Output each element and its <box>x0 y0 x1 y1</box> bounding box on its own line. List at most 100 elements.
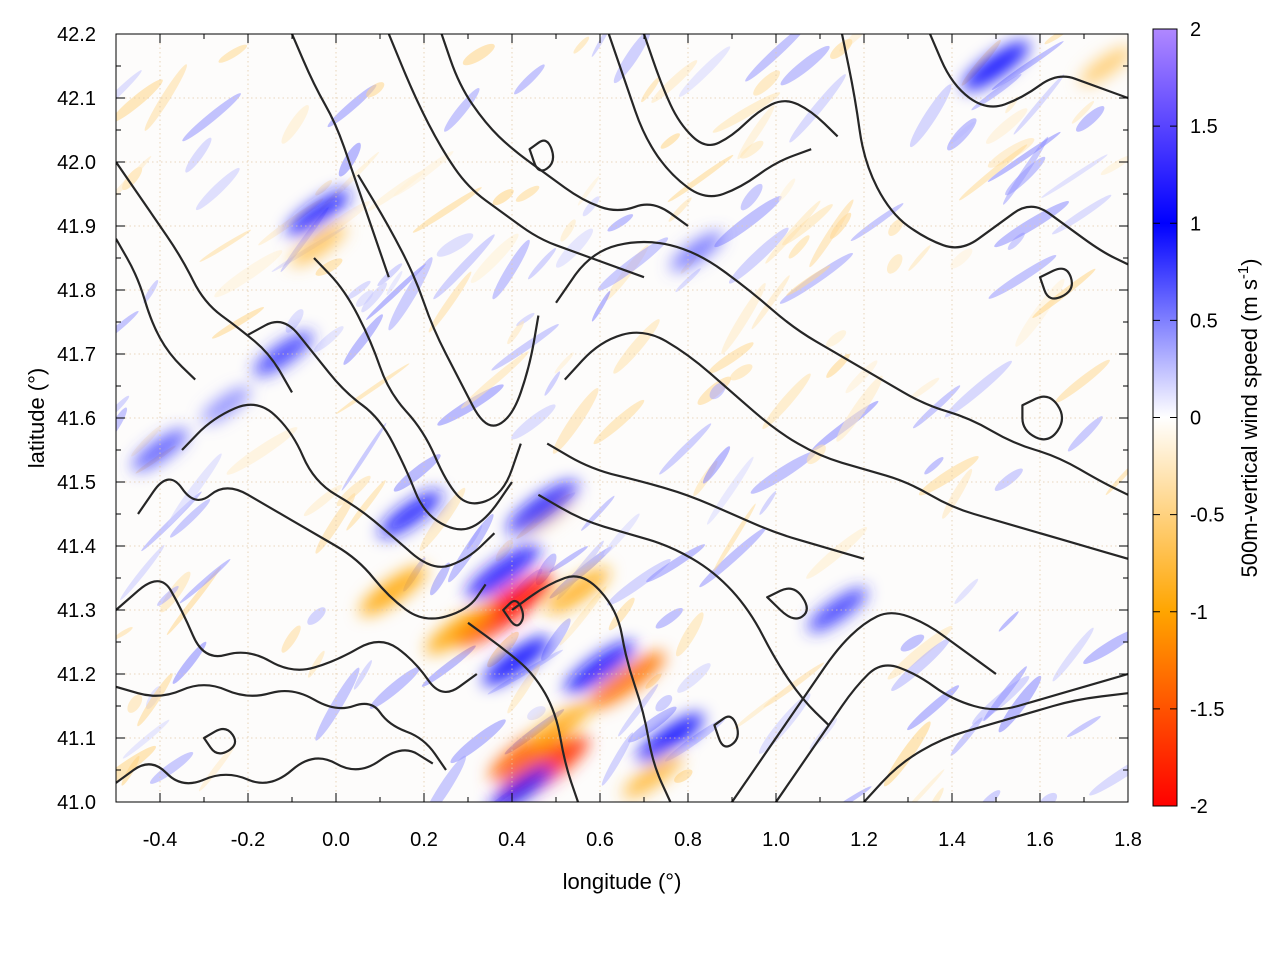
x-tick-label: 1.2 <box>850 829 878 851</box>
wind-streak <box>740 140 764 159</box>
wind-streak <box>830 38 853 60</box>
contour-loop <box>713 715 739 748</box>
contour-line <box>731 612 997 802</box>
wind-streak <box>211 306 265 339</box>
wind-streak <box>428 271 472 333</box>
wind-streak <box>433 234 495 300</box>
wind-streak <box>582 196 600 217</box>
x-tick-label: 1.4 <box>938 829 966 851</box>
contour-line <box>137 478 487 620</box>
x-tick-label: 0.8 <box>674 829 702 851</box>
wind-streak <box>412 187 482 233</box>
y-tick-label: 41.6 <box>57 408 96 430</box>
wind-streak <box>388 257 433 331</box>
wind-streak <box>366 263 426 320</box>
wind-streak <box>1067 416 1103 452</box>
contour-line <box>607 34 812 198</box>
wind-streak <box>780 45 830 86</box>
x-tick-label: 0.2 <box>410 829 438 851</box>
wind-streak <box>281 105 309 144</box>
wind-field-features <box>132 41 1128 802</box>
wind-streak <box>507 321 525 345</box>
wind-streak <box>702 446 731 484</box>
wind-streak <box>971 74 1022 111</box>
wind-streak <box>918 455 979 496</box>
wind-streak <box>678 46 731 97</box>
wind-streak <box>419 487 466 551</box>
wind-streak <box>343 314 383 365</box>
colorbar-tick-label: -1.5 <box>1190 699 1224 721</box>
wind-streak <box>466 524 483 550</box>
wind-feature <box>489 765 553 802</box>
contour-line <box>563 331 1128 560</box>
wind-feature <box>379 490 443 538</box>
wind-streak <box>728 227 789 284</box>
wind-streak <box>573 36 590 54</box>
wind-streak <box>924 457 944 475</box>
wind-streak <box>1013 74 1065 135</box>
y-tick-label: 42.2 <box>57 24 96 46</box>
wind-streak <box>667 154 734 203</box>
wind-streak <box>492 239 530 300</box>
contour-loop <box>1021 395 1064 441</box>
wind-streak <box>560 219 576 242</box>
wind-streak <box>195 167 240 211</box>
contour-loop <box>766 587 808 620</box>
wind-streak <box>137 673 173 727</box>
wind-streak <box>346 480 386 531</box>
y-tick-label: 41.4 <box>57 536 96 558</box>
wind-streak <box>750 451 817 494</box>
wind-streak <box>507 664 541 714</box>
wind-streak <box>909 377 940 400</box>
wind-streak <box>1055 359 1110 403</box>
colorbar-tick-label: 1 <box>1190 213 1201 235</box>
wind-streak <box>185 137 212 173</box>
wind-streak <box>779 252 853 304</box>
wind-streak <box>116 627 133 640</box>
wind-streak <box>721 282 766 355</box>
wind-streak <box>826 786 872 802</box>
wind-streak <box>891 638 951 691</box>
wind-streak <box>593 399 645 445</box>
wind-streak <box>677 663 711 693</box>
colorbar-label-superscript: -1 <box>1235 266 1252 279</box>
wind-streak <box>315 258 343 276</box>
contour-line <box>775 664 1128 802</box>
wind-streak <box>1052 194 1112 235</box>
colorbar-tick-label: 2 <box>1190 19 1201 41</box>
wind-streak <box>994 468 1023 491</box>
wind-streak <box>714 196 782 248</box>
wind-streak <box>122 719 170 759</box>
wind-streak <box>942 468 973 519</box>
wind-streak <box>845 360 878 394</box>
wind-streak <box>603 513 640 556</box>
y-tick-label: 42.0 <box>57 152 96 174</box>
wind-streak <box>315 493 356 554</box>
y-tick-label: 41.5 <box>57 472 96 494</box>
y-tick-label: 41.1 <box>57 728 96 750</box>
wind-streak <box>788 235 810 259</box>
wind-streak <box>826 330 847 348</box>
wind-streak <box>448 513 494 583</box>
wind-streak <box>655 694 673 712</box>
wind-streak <box>628 706 677 743</box>
terrain-contours <box>116 34 1128 802</box>
wind-streak <box>651 60 698 103</box>
wind-streak <box>988 254 1057 299</box>
y-tick-label: 41.3 <box>57 600 96 622</box>
wind-streak <box>646 544 706 583</box>
wind-feature <box>807 587 868 633</box>
wind-streak <box>659 423 712 475</box>
wind-streak <box>900 634 925 652</box>
wind-feature <box>201 387 251 424</box>
wind-streak <box>958 144 1028 201</box>
wind-feature <box>286 189 350 237</box>
colorbar-tick-label: -1 <box>1190 602 1208 624</box>
wind-streak <box>198 743 237 792</box>
wind-streak <box>172 641 207 684</box>
wind-streak <box>886 254 903 274</box>
wind-streak <box>386 270 403 296</box>
wind-streak <box>460 351 529 409</box>
wind-streak <box>709 382 726 400</box>
wind-streak <box>315 667 360 741</box>
